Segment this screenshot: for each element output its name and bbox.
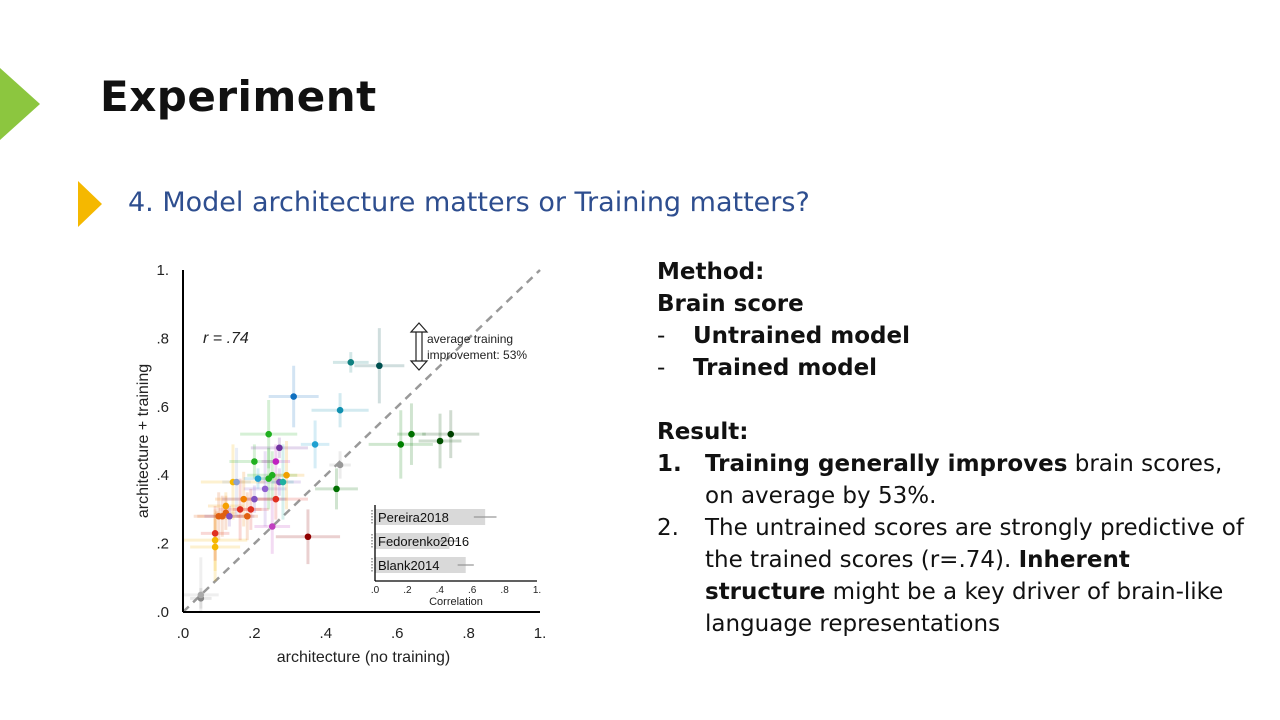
result-number: 2. bbox=[657, 515, 679, 541]
inset-bar-label: Pereira2018 bbox=[378, 510, 449, 525]
result-plain: The untrained scores are strongly predic… bbox=[705, 515, 1244, 573]
inset-x-tick-label: .2 bbox=[403, 585, 412, 596]
data-point bbox=[336, 461, 344, 469]
result-item-1: 1. Training generally improves brain sco… bbox=[657, 448, 1257, 512]
data-point bbox=[376, 362, 383, 370]
x-tick-label: .8 bbox=[462, 625, 475, 642]
result-bold: Inherent structure bbox=[705, 547, 1130, 605]
method-item: - Untrained model bbox=[657, 320, 1257, 352]
data-point bbox=[226, 512, 233, 520]
bullet-dash: - bbox=[657, 323, 666, 349]
diagonal-line bbox=[182, 269, 541, 613]
text-panel: Method: Brain score - Untrained model - … bbox=[657, 256, 1257, 640]
x-tick-label: .6 bbox=[391, 625, 404, 642]
method-item-label: Trained model bbox=[693, 355, 878, 381]
data-point bbox=[408, 430, 415, 438]
method-metric: Brain score bbox=[657, 291, 804, 317]
arrow-head-down bbox=[409, 360, 429, 371]
slide-subtitle: 4. Model architecture matters or Trainin… bbox=[128, 187, 810, 218]
inset-x-tick-label: .0 bbox=[371, 585, 380, 596]
green-arrow-decoration bbox=[0, 68, 40, 140]
data-point bbox=[347, 359, 355, 366]
data-point bbox=[251, 495, 258, 503]
data-point bbox=[222, 502, 230, 510]
inset-bar bbox=[375, 509, 486, 525]
data-point bbox=[243, 512, 251, 520]
inset-x-tick-label: .6 bbox=[468, 585, 477, 596]
y-tick-label: .4 bbox=[156, 467, 169, 484]
result-item-2: 2. The untrained scores are strongly pre… bbox=[657, 512, 1257, 640]
y-axis-label: architecture + training bbox=[135, 364, 152, 518]
data-point bbox=[265, 430, 272, 438]
data-point bbox=[311, 441, 319, 448]
data-point bbox=[233, 478, 240, 486]
data-point bbox=[272, 495, 280, 503]
inset-x-tick-label: .8 bbox=[500, 585, 509, 596]
data-point bbox=[279, 478, 287, 486]
data-point bbox=[336, 406, 344, 414]
inset-bar bbox=[375, 533, 450, 549]
method-item: - Trained model bbox=[657, 352, 1257, 384]
data-point bbox=[290, 393, 297, 400]
data-point bbox=[276, 444, 283, 452]
inset-x-tick-label: 1. bbox=[533, 585, 541, 596]
inset-x-tick-label: .4 bbox=[436, 585, 445, 596]
inset-bar-label: Blank2014 bbox=[378, 558, 439, 573]
x-tick-label: .0 bbox=[177, 625, 190, 642]
data-point bbox=[236, 506, 244, 513]
result-text: Training generally improves brain scores… bbox=[705, 448, 1257, 512]
slide-title: Experiment bbox=[100, 72, 377, 121]
data-point bbox=[251, 458, 258, 465]
improvement-annotation: average training bbox=[427, 332, 513, 346]
x-tick-label: .4 bbox=[320, 625, 333, 642]
yellow-arrow-decoration bbox=[78, 181, 102, 227]
improvement-annotation: improvement: 53% bbox=[427, 348, 527, 362]
data-point bbox=[211, 543, 219, 551]
scatter-chart: .0 .2 .4 .6 .8 1. .0 .2 .4 .6 .8 1. architecture (no… bbox=[135, 262, 547, 666]
y-tick-label: .0 bbox=[156, 604, 169, 621]
data-point bbox=[436, 437, 444, 445]
data-point bbox=[261, 485, 269, 493]
method-heading: Method: bbox=[657, 259, 765, 285]
result-plain: brain scores, on average by 53%. bbox=[705, 451, 1223, 509]
bullet-dash: - bbox=[657, 355, 666, 381]
y-tick-label: .6 bbox=[156, 399, 169, 416]
y-tick-label: 1. bbox=[156, 262, 169, 279]
x-axis-label: architecture (no training) bbox=[277, 649, 450, 666]
data-point bbox=[304, 533, 312, 541]
result-bold: Training generally improves bbox=[705, 451, 1068, 477]
data-point bbox=[211, 530, 219, 537]
data-point bbox=[333, 485, 340, 493]
y-tick-label: .8 bbox=[156, 330, 169, 347]
data-point bbox=[211, 536, 219, 544]
data-point bbox=[240, 495, 247, 503]
r-annotation: r = .74 bbox=[203, 330, 249, 347]
data-point bbox=[254, 475, 262, 482]
data-point bbox=[397, 441, 405, 448]
x-tick-label: 1. bbox=[534, 625, 547, 642]
result-plain-2: might be a key driver of brain-like lang… bbox=[705, 579, 1224, 637]
inset-bar-label: Fedorenko2016 bbox=[378, 534, 469, 549]
data-point bbox=[447, 430, 455, 438]
arrow-head-up bbox=[409, 322, 429, 333]
result-heading: Result: bbox=[657, 419, 749, 445]
data-point bbox=[247, 506, 255, 513]
data-point bbox=[197, 591, 205, 599]
data-point bbox=[272, 458, 280, 465]
data-point bbox=[268, 471, 276, 479]
data-point bbox=[268, 523, 276, 530]
data-point bbox=[283, 471, 290, 479]
inset-bar bbox=[375, 557, 466, 573]
inset-x-axis-label: Correlation bbox=[429, 596, 483, 608]
x-tick-label: .2 bbox=[248, 625, 261, 642]
result-text: The untrained scores are strongly predic… bbox=[705, 512, 1257, 640]
result-number: 1. bbox=[657, 451, 682, 477]
method-item-label: Untrained model bbox=[693, 323, 910, 349]
y-tick-label: .2 bbox=[156, 536, 169, 553]
